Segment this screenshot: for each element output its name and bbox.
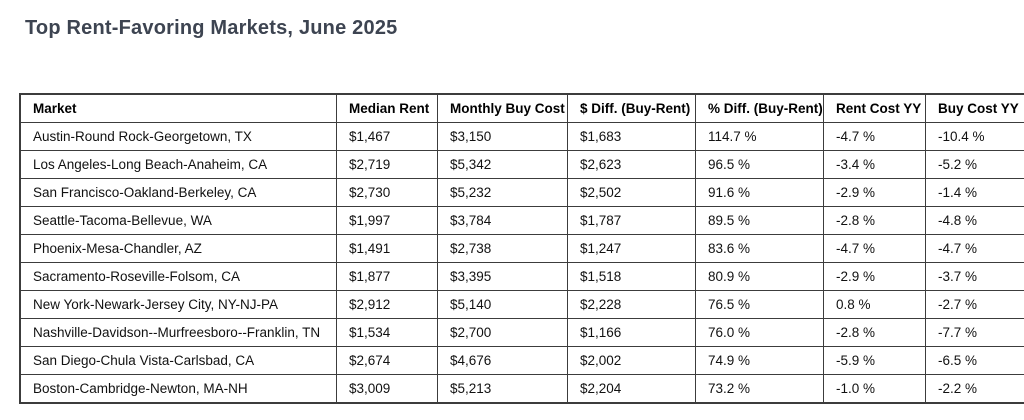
table-cell: 83.6 % <box>695 234 824 263</box>
table-cell: $1,247 <box>567 234 696 263</box>
table-row: Nashville-Davidson--Murfreesboro--Frankl… <box>19 318 1024 347</box>
table-cell: San Francisco-Oakland-Berkeley, CA <box>19 178 337 207</box>
table-cell: -5.9 % <box>823 346 926 375</box>
table-cell: $1,877 <box>336 262 438 291</box>
table-cell: Seattle-Tacoma-Bellevue, WA <box>19 206 337 235</box>
table-cell: $2,002 <box>567 346 696 375</box>
table-cell: $1,467 <box>336 122 438 151</box>
table-cell: 91.6 % <box>695 178 824 207</box>
table-cell: -4.7 % <box>823 234 926 263</box>
table-cell: $2,912 <box>336 290 438 319</box>
table-body: Austin-Round Rock-Georgetown, TX $1,467 $3… <box>19 122 1024 404</box>
table-cell: Nashville-Davidson--Murfreesboro--Frankl… <box>19 318 337 347</box>
table-cell: 0.8 % <box>823 290 926 319</box>
table-cell: $2,730 <box>336 178 438 207</box>
table-cell: -5.2 % <box>925 150 1024 179</box>
table-cell: $1,534 <box>336 318 438 347</box>
table-row: Los Angeles-Long Beach-Anaheim, CA $2,719… <box>19 150 1024 179</box>
table-cell: $5,140 <box>437 290 568 319</box>
table-row: New York-Newark-Jersey City, NY-NJ-PA $2,… <box>19 290 1024 319</box>
table-cell: 89.5 % <box>695 206 824 235</box>
table-cell: Phoenix-Mesa-Chandler, AZ <box>19 234 337 263</box>
table-cell: $3,784 <box>437 206 568 235</box>
table-cell: $1,683 <box>567 122 696 151</box>
table-cell: $2,204 <box>567 374 696 404</box>
table-row: Sacramento-Roseville-Folsom, CA $1,877 $3,… <box>19 262 1024 291</box>
table-row: Seattle-Tacoma-Bellevue, WA $1,997 $3,784 $… <box>19 206 1024 235</box>
table-cell: Sacramento-Roseville-Folsom, CA <box>19 262 337 291</box>
table-cell: -4.8 % <box>925 206 1024 235</box>
table-cell: $3,395 <box>437 262 568 291</box>
table-row: Boston-Cambridge-Newton, MA-NH $3,009 $5,2… <box>19 374 1024 404</box>
table-cell: -1.4 % <box>925 178 1024 207</box>
table-cell: Boston-Cambridge-Newton, MA-NH <box>19 374 337 404</box>
table-cell: $1,491 <box>336 234 438 263</box>
table-row: San Francisco-Oakland-Berkeley, CA $2,730… <box>19 178 1024 207</box>
table-cell: $2,700 <box>437 318 568 347</box>
rent-favoring-markets-table: Market Median Rent Monthly Buy Cost $ Diff.… <box>19 93 1024 404</box>
table-cell: $5,342 <box>437 150 568 179</box>
table-cell: -6.5 % <box>925 346 1024 375</box>
table-cell: $3,009 <box>336 374 438 404</box>
table-cell: -2.9 % <box>823 262 926 291</box>
table-cell: -3.4 % <box>823 150 926 179</box>
table-cell: 96.5 % <box>695 150 824 179</box>
table-cell: $3,150 <box>437 122 568 151</box>
table-cell: -10.4 % <box>925 122 1024 151</box>
table-cell: Austin-Round Rock-Georgetown, TX <box>19 122 337 151</box>
table-header: Market Median Rent Monthly Buy Cost $ Diff.… <box>19 93 1024 123</box>
table-cell: 80.9 % <box>695 262 824 291</box>
table-cell: $2,719 <box>336 150 438 179</box>
column-header-6: Buy Cost YY <box>925 93 1024 123</box>
table-header-row: Market Median Rent Monthly Buy Cost $ Diff.… <box>19 93 1024 123</box>
table-row: Phoenix-Mesa-Chandler, AZ $1,491 $2,738 $1,… <box>19 234 1024 263</box>
table-cell: -4.7 % <box>823 122 926 151</box>
table-cell: -4.7 % <box>925 234 1024 263</box>
table-cell: 73.2 % <box>695 374 824 404</box>
table-cell: $1,166 <box>567 318 696 347</box>
column-header-1: Median Rent <box>336 93 438 123</box>
table-cell: 74.9 % <box>695 346 824 375</box>
table-cell: $5,213 <box>437 374 568 404</box>
column-header-4: % Diff. (Buy-Rent) <box>695 93 824 123</box>
table-cell: -2.9 % <box>823 178 926 207</box>
table-cell: $2,674 <box>336 346 438 375</box>
table-cell: 76.0 % <box>695 318 824 347</box>
table-cell: -2.8 % <box>823 318 926 347</box>
table-cell: Los Angeles-Long Beach-Anaheim, CA <box>19 150 337 179</box>
column-header-0: Market <box>19 93 337 123</box>
table-cell: -7.7 % <box>925 318 1024 347</box>
page-title: Top Rent-Favoring Markets, June 2025 <box>25 17 398 39</box>
table-row: Austin-Round Rock-Georgetown, TX $1,467 $3… <box>19 122 1024 151</box>
table-row: San Diego-Chula Vista-Carlsbad, CA $2,674… <box>19 346 1024 375</box>
table-cell: -3.7 % <box>925 262 1024 291</box>
table-cell: $5,232 <box>437 178 568 207</box>
table-cell: 76.5 % <box>695 290 824 319</box>
column-header-2: Monthly Buy Cost <box>437 93 568 123</box>
table-cell: $2,502 <box>567 178 696 207</box>
table-cell: -1.0 % <box>823 374 926 404</box>
table-cell: $2,228 <box>567 290 696 319</box>
table-cell: New York-Newark-Jersey City, NY-NJ-PA <box>19 290 337 319</box>
table-cell: San Diego-Chula Vista-Carlsbad, CA <box>19 346 337 375</box>
table-cell: 114.7 % <box>695 122 824 151</box>
column-header-3: $ Diff. (Buy-Rent) <box>567 93 696 123</box>
table-cell: $4,676 <box>437 346 568 375</box>
table-cell: -2.8 % <box>823 206 926 235</box>
column-header-5: Rent Cost YY <box>823 93 926 123</box>
table-cell: $2,738 <box>437 234 568 263</box>
table-cell: $1,518 <box>567 262 696 291</box>
table-cell: -2.7 % <box>925 290 1024 319</box>
table-cell: $1,997 <box>336 206 438 235</box>
table-cell: $2,623 <box>567 150 696 179</box>
table-cell: -2.2 % <box>925 374 1024 404</box>
table-cell: $1,787 <box>567 206 696 235</box>
